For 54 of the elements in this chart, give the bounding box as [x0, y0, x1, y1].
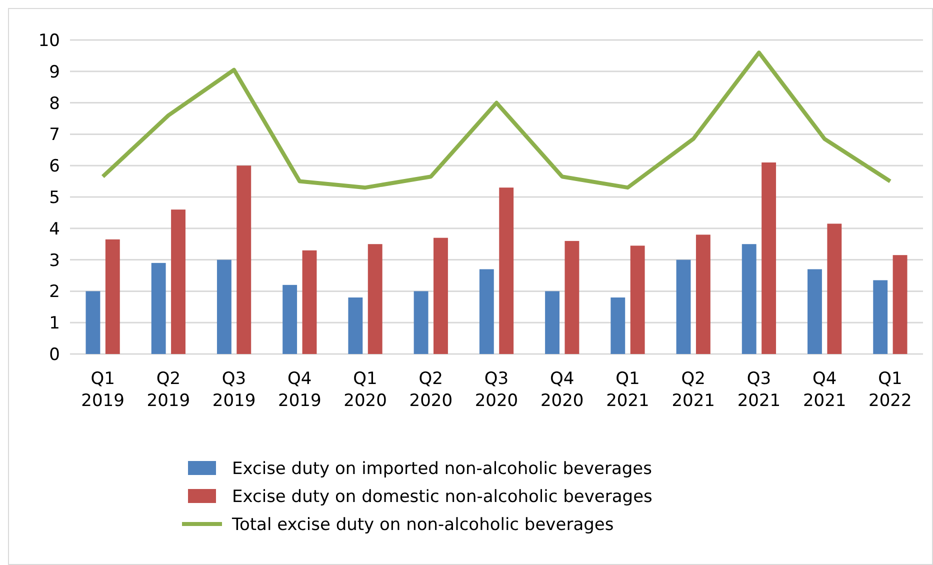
x-tick-label: Q3 2019	[212, 369, 256, 411]
bar	[762, 162, 776, 354]
x-tick-label: Q3 2020	[474, 369, 518, 411]
bar	[479, 269, 494, 354]
bar	[348, 297, 363, 354]
bar	[368, 244, 382, 354]
y-tick-label: 10	[38, 30, 60, 51]
y-tick-label: 4	[49, 219, 60, 240]
y-tick-label: 8	[49, 94, 60, 114]
y-tick-label: 1	[49, 314, 60, 334]
x-tick-label: Q4 2020	[540, 369, 584, 411]
x-tick-label: Q1 2020	[344, 369, 387, 411]
bar	[892, 255, 908, 354]
bar	[434, 238, 448, 354]
x-tick-label: Q4 2019	[278, 369, 322, 411]
x-tick-label: Q2 2021	[672, 369, 715, 411]
legend-label: Excise duty on imported non-alcoholic beverages	[232, 458, 652, 479]
bar	[696, 234, 710, 354]
x-tick-label: Q2 2019	[146, 369, 190, 411]
x-tick-label: Q1 2021	[606, 369, 650, 411]
bar	[827, 224, 842, 354]
bar	[151, 262, 166, 354]
y-tick-label: 5	[49, 188, 60, 208]
x-tick-label: Q1 2022	[868, 369, 912, 411]
legend-label: Excise duty on domestic non-alcoholic beverages	[232, 486, 653, 507]
y-tick-label: 6	[49, 156, 60, 177]
bar	[676, 260, 691, 354]
bar	[86, 291, 100, 354]
bar	[545, 291, 560, 354]
bar	[808, 269, 822, 354]
bar	[873, 280, 888, 354]
bar	[742, 244, 756, 354]
bar	[171, 210, 186, 354]
x-tick-label: Q3 2021	[737, 369, 781, 411]
bar	[282, 284, 298, 354]
x-tick-label: Q2 2020	[409, 369, 453, 411]
bar	[499, 188, 514, 354]
y-tick-label: 7	[49, 125, 60, 146]
legend-label: Total excise duty on non-alcoholic beverages	[231, 514, 614, 535]
bar	[216, 260, 232, 354]
x-tick-label: Q1 2019	[81, 369, 124, 411]
bar	[414, 291, 428, 354]
x-tick-label: Q4 2021	[802, 369, 846, 411]
bar	[236, 166, 252, 354]
y-tick-label: 3	[49, 250, 60, 271]
bar	[630, 246, 645, 354]
y-tick-label: 9	[49, 62, 60, 82]
bar	[610, 297, 626, 354]
bar	[302, 250, 317, 354]
bar	[564, 240, 580, 354]
bar	[105, 239, 120, 354]
y-tick-label: 2	[49, 282, 60, 302]
line-series	[100, 50, 892, 190]
y-tick-label: 0	[49, 344, 60, 365]
